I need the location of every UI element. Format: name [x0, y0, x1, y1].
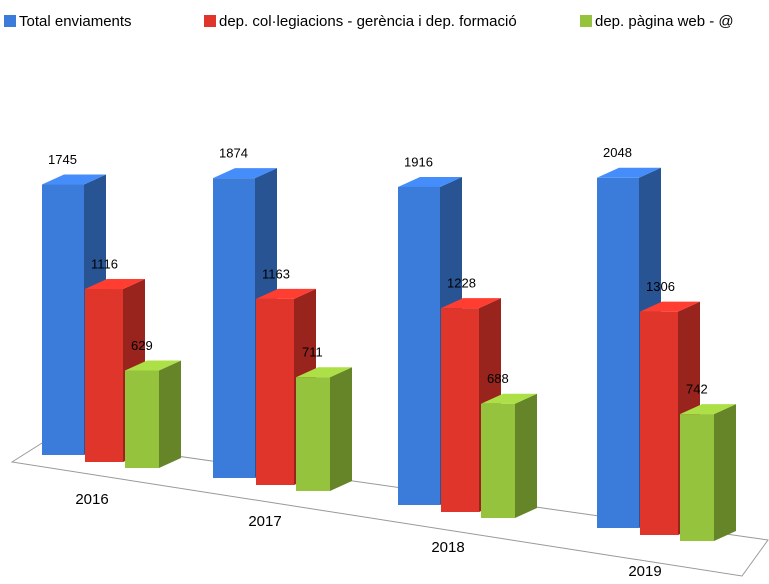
data-label: 1916 [404, 154, 433, 169]
bar [441, 308, 479, 512]
bar-top [125, 360, 181, 371]
bar-top [481, 393, 537, 404]
bar-top [640, 301, 700, 312]
data-label: 688 [487, 371, 509, 386]
data-label: 1228 [447, 276, 476, 291]
bar-top [42, 174, 106, 185]
bar-top [256, 288, 316, 299]
bar [42, 184, 84, 455]
x-tick-label: 2018 [431, 539, 464, 556]
bar-side [330, 367, 352, 491]
bar [213, 178, 255, 478]
legend-label: Total enviaments [19, 13, 132, 30]
x-tick-label: 2017 [248, 513, 281, 530]
data-label: 1306 [646, 279, 675, 294]
bar [256, 298, 294, 485]
data-label: 2048 [603, 145, 632, 160]
bar-top [441, 298, 501, 309]
data-label: 1874 [219, 146, 248, 161]
data-label: 1163 [262, 266, 290, 281]
legend-label: dep. pàgina web - @ [595, 13, 734, 30]
legend-swatch [580, 15, 592, 27]
x-tick-label: 2016 [75, 491, 108, 508]
legend-swatch [204, 15, 216, 27]
bar-top [213, 168, 277, 179]
x-tick-label: 2019 [628, 563, 661, 579]
bar-top [680, 404, 736, 415]
legend-label: dep. col·legiacions - gerència i dep. fo… [219, 13, 517, 30]
bar-side [159, 360, 181, 468]
floor [10, 437, 769, 577]
bar [296, 377, 330, 491]
bar-side [515, 393, 537, 518]
data-label: 711 [302, 345, 323, 360]
bar-top [85, 279, 145, 290]
bar [85, 289, 123, 462]
bar [125, 370, 159, 468]
bar [597, 177, 639, 529]
bar-side [714, 404, 736, 541]
data-label: 1745 [48, 152, 77, 167]
data-label: 1116 [91, 256, 118, 271]
bar-top [597, 167, 661, 178]
legend-swatch [4, 15, 16, 27]
bar-top [296, 367, 352, 378]
bar [640, 311, 678, 535]
data-label: 742 [686, 382, 708, 397]
bar [398, 186, 440, 505]
bar-top [398, 176, 462, 187]
bar [680, 414, 714, 541]
data-label: 629 [131, 338, 153, 353]
bar [481, 403, 515, 518]
